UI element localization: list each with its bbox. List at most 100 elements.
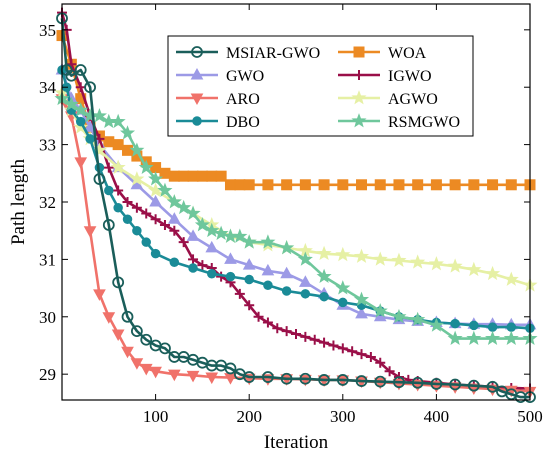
data-point-igwo [309, 334, 320, 345]
data-point-dbo [85, 134, 95, 144]
legend-swatch-marker [353, 46, 365, 58]
data-point-aro [93, 289, 106, 301]
data-point-rsmgwo [176, 199, 192, 215]
legend-item-agwo: AGWO [338, 90, 438, 108]
data-point-rsmgwo [485, 330, 501, 345]
data-point-dbo [281, 286, 292, 296]
data-point-igwo [347, 346, 358, 357]
x-tick-label: 100 [143, 407, 169, 426]
y-tick-label: 29 [39, 365, 56, 384]
data-point-rsmgwo [213, 225, 229, 240]
data-point-msiar-gwo [224, 362, 237, 375]
data-point-woa [262, 179, 274, 191]
data-point-rsmgwo [157, 182, 173, 197]
data-point-igwo [244, 300, 255, 311]
data-point-igwo [75, 82, 86, 93]
data-point-dbo [244, 274, 254, 285]
data-point-igwo [131, 202, 142, 213]
data-point-igwo [188, 254, 199, 265]
data-point-rsmgwo [335, 280, 351, 295]
ticks-layer: 100 200 300 400 500 29 30 31 32 33 34 35 [39, 4, 543, 426]
data-point-igwo [328, 340, 339, 351]
x-tick-label: 200 [236, 407, 262, 426]
data-point-msiar-gwo [336, 374, 349, 386]
data-point-aro [167, 369, 181, 382]
data-point-agwo [428, 256, 444, 271]
legend-item-woa: WOA [338, 45, 427, 62]
data-point-gwo [205, 240, 219, 253]
data-point-rsmgwo [232, 228, 248, 243]
data-point-rsmgwo [428, 317, 444, 332]
data-point-rsmgwo [316, 268, 332, 284]
data-point-agwo [466, 261, 482, 277]
legend-label: DBO [226, 114, 260, 131]
y-tick-label: 34 [39, 78, 57, 97]
data-point-igwo [300, 331, 311, 342]
data-point-rsmgwo [185, 205, 201, 220]
data-point-woa [103, 136, 115, 148]
data-point-woa [150, 162, 162, 174]
data-point-woa [122, 144, 134, 156]
data-point-msiar-gwo [355, 375, 368, 387]
data-point-aro [121, 346, 134, 359]
data-point-agwo [129, 171, 145, 186]
data-point-rsmgwo [91, 107, 107, 123]
data-point-msiar-gwo [121, 310, 134, 323]
data-point-igwo [337, 343, 348, 354]
series-aro [55, 94, 537, 399]
data-point-msiar-gwo [430, 378, 443, 390]
legend-swatch-marker [190, 93, 204, 106]
data-point-rsmgwo [73, 102, 89, 117]
data-point-woa [393, 179, 405, 191]
data-point-msiar-gwo [467, 379, 480, 392]
legend-item-dbo: DBO [176, 114, 260, 131]
data-point-dbo [319, 291, 329, 302]
data-point-igwo [234, 288, 245, 299]
legend-label: IGWO [388, 68, 432, 85]
data-point-aro [149, 366, 162, 379]
data-point-agwo [503, 271, 519, 286]
data-point-igwo [384, 366, 395, 377]
data-point-rsmgwo [194, 217, 210, 232]
data-point-agwo [372, 251, 388, 266]
data-point-msiar-gwo [112, 276, 125, 289]
data-point-msiar-gwo [449, 378, 462, 391]
data-point-dbo [113, 202, 123, 213]
data-point-dbo [487, 322, 498, 332]
data-point-rsmgwo [204, 222, 220, 238]
legend-swatch-marker [191, 46, 203, 58]
data-point-dbo [338, 297, 348, 308]
data-point-gwo [355, 306, 368, 319]
legend-item-gwo: GWO [176, 67, 264, 85]
data-point-aro [74, 157, 88, 169]
data-point-rsmgwo [110, 113, 126, 129]
data-point-igwo [122, 197, 133, 207]
legend-label: WOA [388, 45, 427, 62]
data-point-agwo [73, 119, 89, 134]
data-point-woa [196, 170, 208, 182]
data-point-igwo [375, 357, 386, 368]
data-point-msiar-gwo [93, 173, 106, 185]
data-point-igwo [113, 185, 124, 196]
data-point-igwo [262, 317, 273, 328]
data-point-dbo [104, 185, 114, 196]
data-point-woa [468, 179, 480, 191]
data-point-woa [215, 170, 227, 182]
series-line-agwo [60, 92, 531, 287]
data-point-dbo [506, 322, 517, 332]
data-point-igwo [159, 219, 170, 230]
data-point-agwo [316, 245, 332, 261]
y-tick-label: 35 [39, 21, 56, 40]
data-point-igwo [356, 349, 367, 360]
data-point-rsmgwo [353, 291, 370, 306]
legend-swatch-marker [190, 67, 204, 80]
series-layer [54, 7, 538, 404]
data-point-woa [234, 179, 246, 191]
data-point-msiar-gwo [74, 64, 87, 76]
data-point-woa [206, 170, 218, 182]
legend-item-aro: ARO [176, 91, 260, 108]
data-point-msiar-gwo [84, 81, 96, 94]
data-point-agwo [410, 254, 426, 269]
data-point-rsmgwo [297, 251, 313, 266]
legend: MSIAR-GWO WOA GWO IGWO ARO AGWO DBO RSMGWO [167, 35, 474, 137]
